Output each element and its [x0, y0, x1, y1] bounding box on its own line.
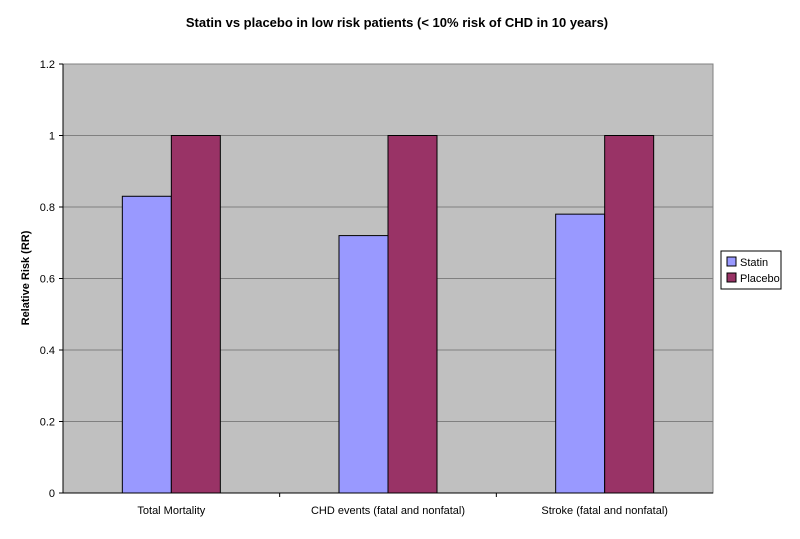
y-axis-label: Relative Risk (RR)	[20, 230, 32, 325]
bar-placebo-2	[604, 135, 655, 494]
y-tick-label: 0	[49, 488, 55, 500]
x-category-label: CHD events (fatal and nonfatal)	[311, 505, 465, 517]
bar-placebo-0	[170, 135, 221, 494]
bar-statin-2	[555, 213, 606, 494]
y-tick-label: 1	[49, 131, 55, 143]
x-category-label: Stroke (fatal and nonfatal)	[541, 505, 668, 517]
bar-placebo-1	[387, 135, 438, 494]
legend-swatch-statin	[726, 256, 737, 267]
y-tick-label: 1.2	[40, 59, 55, 71]
x-category-labels: Total Mortality CHD events (fatal and non…	[137, 493, 668, 517]
bar-statin-0	[121, 195, 172, 494]
legend-swatch-placebo	[726, 272, 737, 283]
y-tick-label: 0.2	[40, 417, 55, 429]
chart-title: Statin vs placebo in low risk patients (…	[186, 15, 608, 30]
y-tick-label: 0.4	[40, 345, 55, 357]
y-tick-label: 0.8	[40, 202, 55, 214]
legend-label-placebo: Placebo	[740, 273, 780, 285]
bars	[121, 135, 655, 494]
x-category-label: Total Mortality	[137, 505, 205, 517]
y-tick-labels: 0 0.2 0.4 0.6 0.8 1 1.2	[40, 59, 63, 500]
y-tick-label: 0.6	[40, 274, 55, 286]
legend: Statin Placebo	[720, 250, 782, 290]
bar-statin-1	[338, 235, 389, 494]
legend-label-statin: Statin	[740, 257, 768, 269]
